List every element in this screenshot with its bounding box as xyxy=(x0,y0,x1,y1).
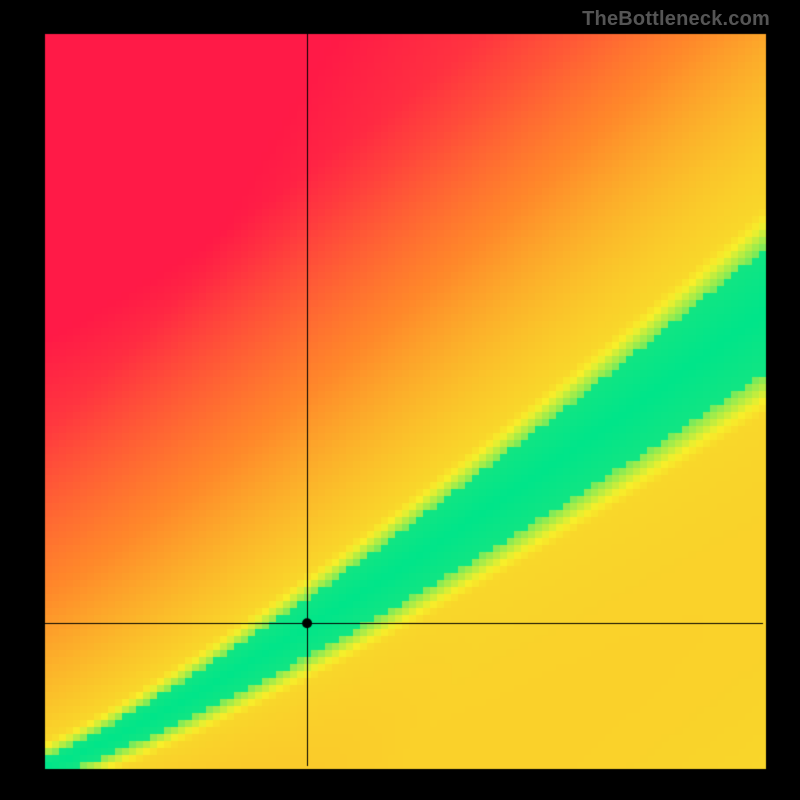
watermark-text: TheBottleneck.com xyxy=(582,8,770,31)
bottleneck-heatmap xyxy=(0,0,800,800)
chart-container: TheBottleneck.com xyxy=(0,0,800,800)
